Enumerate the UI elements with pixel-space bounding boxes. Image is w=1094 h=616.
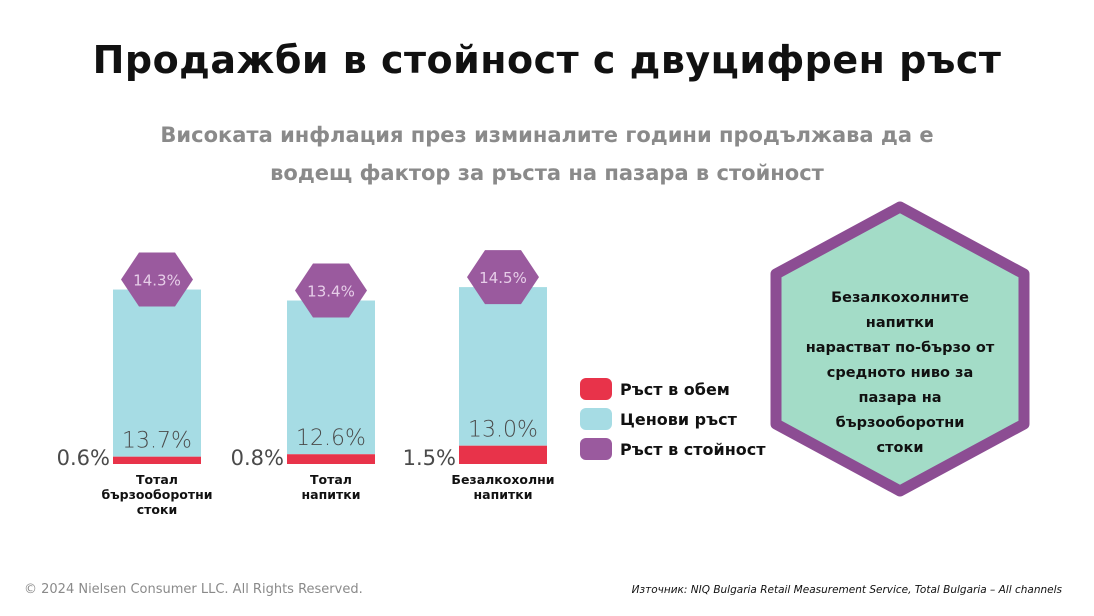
page-subtitle: Високата инфлация през изминалите години… (160, 123, 934, 185)
volume-value-label: 0.6% (57, 446, 110, 470)
page-title: Продажби в стойност с двуцифрен ръст (92, 38, 1002, 82)
insight-line: нарастват по-бързо от (805, 340, 995, 356)
bar-volume-softdrinks (459, 445, 547, 464)
bar-price-drinks (287, 300, 375, 455)
value-growth-badge (295, 263, 367, 318)
legend-label-volume: Ръст в обем (620, 379, 730, 399)
value-growth-badge (121, 252, 193, 307)
category-label-line: Тотал (310, 472, 352, 487)
legend-swatch-value (580, 438, 612, 460)
bar-price-softdrinks (459, 287, 547, 446)
bar-price-fmcg (113, 289, 201, 457)
category-label-line: Тотал (136, 472, 178, 487)
value-growth-label: 13.4% (307, 283, 355, 301)
price-value-label: 12.6% (296, 426, 366, 451)
legend-swatch-price (580, 408, 612, 430)
insight-line: Безалкохолните напитки (831, 290, 969, 331)
insight-callout: Безалкохолните напитки нарастват по-бърз… (768, 200, 1032, 498)
category-label: Тотал бързооборотни стоки (102, 472, 213, 517)
volume-value-label: 0.8% (231, 446, 284, 470)
insight-text: Безалкохолните напитки нарастват по-бърз… (796, 286, 1004, 461)
insight-line: стоки (876, 440, 924, 456)
hexagon-shape (770, 201, 1030, 497)
chart-legend: Ръст в обем Ценови ръст Ръст в стойност (580, 374, 766, 464)
price-value-label: 13.0% (468, 418, 538, 443)
category-label: Безалкохолни напитки (451, 472, 554, 502)
legend-item-volume: Ръст в обем (580, 374, 766, 404)
legend-swatch-volume (580, 378, 612, 400)
value-growth-label: 14.3% (133, 272, 181, 290)
category-label: Тотал напитки (302, 472, 361, 502)
copyright-notice: © 2024 Nielsen Consumer LLC. All Rights … (24, 582, 363, 597)
legend-item-value: Ръст в стойност (580, 434, 766, 464)
legend-label-price: Ценови ръст (620, 409, 737, 429)
insight-line: бързооборотни (835, 415, 965, 431)
legend-item-price: Ценови ръст (580, 404, 766, 434)
price-value-label: 13.7% (122, 429, 192, 454)
category-label-line: стоки (137, 502, 178, 517)
value-growth-label: 14.5% (479, 269, 527, 287)
value-growth-badge (467, 250, 539, 305)
insight-line: средното ниво за (826, 365, 974, 381)
category-label-line: бързооборотни (102, 487, 213, 502)
category-label-line: напитки (302, 487, 361, 502)
category-label-line: Безалкохолни (451, 472, 554, 487)
category-label-line: напитки (474, 487, 533, 502)
source-note: Източник: NIQ Bulgaria Retail Measuremen… (631, 584, 1062, 596)
insight-line: пазара на (858, 390, 942, 406)
legend-label-value: Ръст в стойност (620, 439, 766, 459)
bar-volume-fmcg (113, 456, 201, 464)
volume-value-label: 1.5% (403, 446, 456, 470)
bar-volume-drinks (287, 454, 375, 464)
